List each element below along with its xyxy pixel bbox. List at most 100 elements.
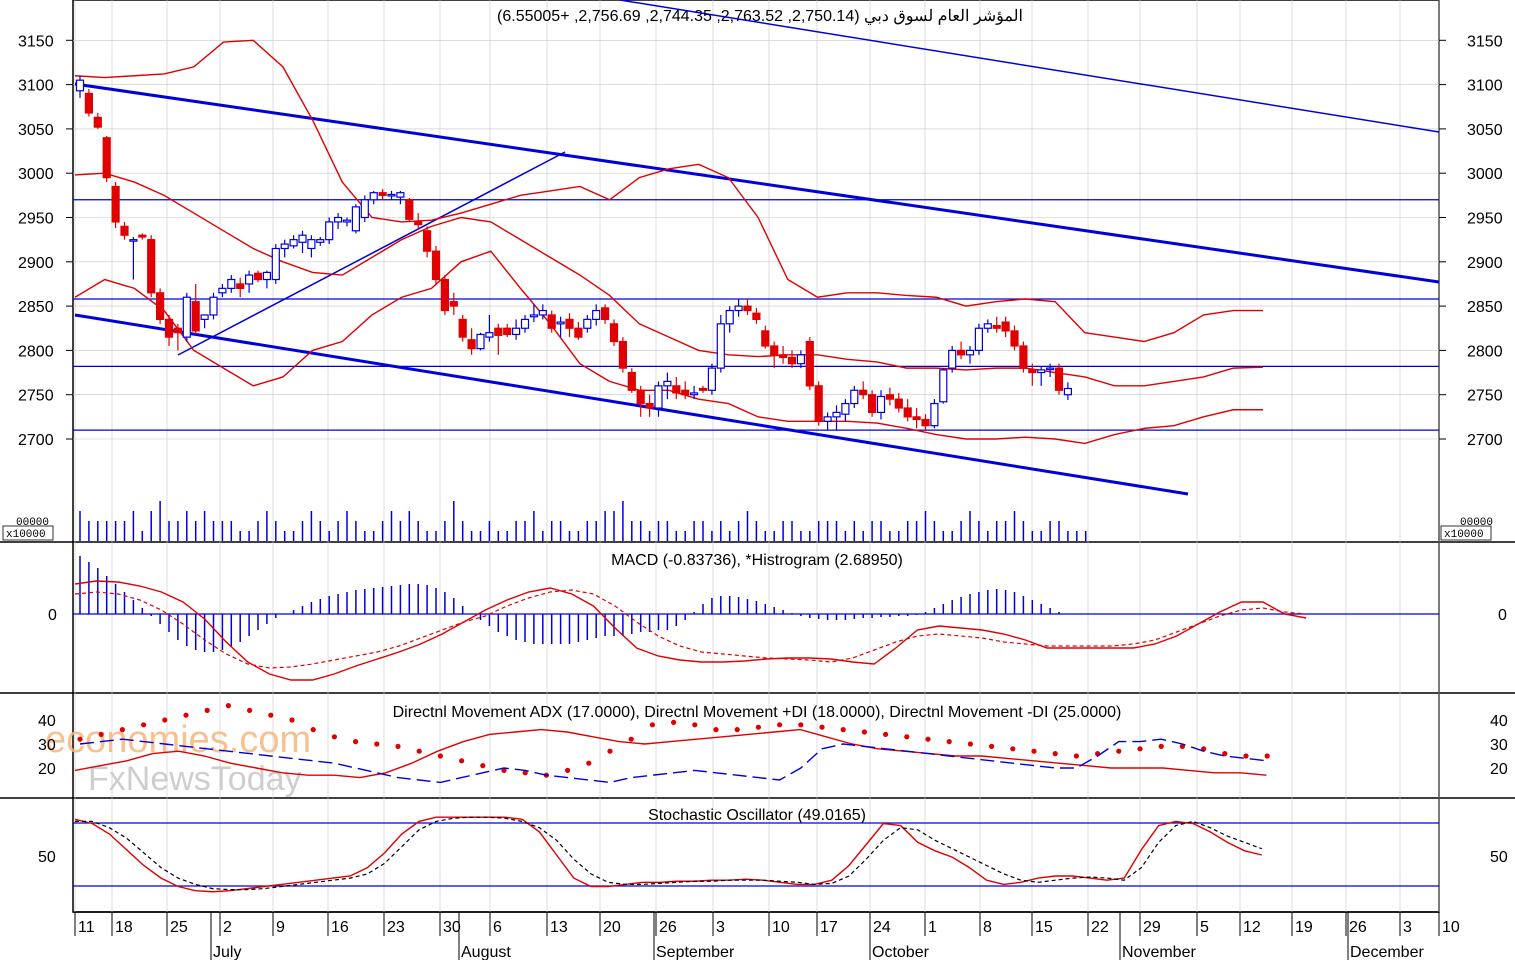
dmi-plus-di-point <box>1031 748 1037 754</box>
candle-body <box>672 385 681 394</box>
candle-body <box>325 221 334 241</box>
trendline-support-up <box>177 151 566 356</box>
candle-body <box>520 318 530 329</box>
price-tick-label: 3000 <box>1467 166 1503 183</box>
dmi-plus-di-point <box>1222 751 1228 757</box>
candle-body <box>503 327 512 336</box>
dmi-plus-di-point <box>989 743 995 750</box>
macd-zero-label-left: 0 <box>48 607 57 624</box>
dmi-plus-di-point <box>798 722 804 728</box>
day-tick-label: 15 <box>1035 919 1053 936</box>
candle-body <box>600 307 610 320</box>
day-tick-label: 9 <box>276 919 285 936</box>
day-tick-label: 26 <box>659 919 677 936</box>
ohlc-readout: (2,750.14, 2,763.52, 2,744.35, 2,756.69,… <box>497 8 860 25</box>
dmi-plus-di-point <box>586 760 592 766</box>
dmi-tick-label: 30 <box>1490 737 1508 754</box>
day-tick-label: 5 <box>1200 919 1209 936</box>
price-axis-right: 3150 3100 3050 3000 2950 2900 2850 2800 2750 2700 <box>1439 33 1503 449</box>
macd-line <box>74 580 1307 681</box>
candle-body <box>227 278 236 289</box>
price-tick-label: 2950 <box>18 211 54 228</box>
dmi-plus-di-point <box>141 722 147 728</box>
dmi-plus-di-point <box>1137 746 1143 752</box>
candle-body <box>627 371 636 391</box>
candle-body <box>948 349 957 369</box>
dmi-tick-label: 40 <box>38 713 56 730</box>
candle-body <box>832 411 841 418</box>
candle-body <box>271 247 280 281</box>
candle-body <box>707 367 717 391</box>
candle-body <box>93 116 102 128</box>
dmi-plus-di-point <box>840 727 846 733</box>
volume-unit-box-right <box>1440 525 1492 541</box>
dmi-minus-di-line <box>79 738 1268 784</box>
dmi-plus-di-point <box>925 736 931 742</box>
candle-body <box>129 239 138 242</box>
dmi-plus-di-point <box>713 727 719 733</box>
day-tick-label: 10 <box>772 919 790 936</box>
dmi-plus-di-point <box>607 748 613 754</box>
candle-body <box>120 225 129 236</box>
candle-body <box>236 283 245 289</box>
volume-unit-box-left <box>2 525 54 541</box>
candle-body <box>743 305 752 312</box>
candle-body <box>414 221 423 226</box>
volume-unit-left: x10000 <box>6 529 46 541</box>
candle-body <box>307 239 316 250</box>
day-tick-label: 3 <box>1403 919 1412 936</box>
dmi-plus-di-dots <box>77 703 1270 778</box>
candle-body <box>921 418 930 427</box>
day-tick-label: 16 <box>331 919 349 936</box>
price-tick-label: 2800 <box>18 343 54 360</box>
dmi-plus-di-point <box>268 712 274 718</box>
price-tick-label: 3000 <box>18 166 54 183</box>
price-tick-label: 3150 <box>1467 33 1503 50</box>
day-tick-label: 10 <box>1442 919 1460 936</box>
candle-body <box>894 398 903 409</box>
day-tick-label: 24 <box>873 919 891 936</box>
candle-body <box>859 389 868 396</box>
candle-body <box>405 199 414 220</box>
dmi-plus-di-point <box>162 717 168 723</box>
dmi-title: Directnl Movement ADX (17.0000), Directn… <box>393 704 1122 721</box>
month-label: September <box>656 944 735 960</box>
day-tick-label: 6 <box>493 919 502 936</box>
candle-body <box>734 305 743 312</box>
candle-body <box>111 185 120 223</box>
dmi-plus-di-point <box>416 748 422 754</box>
dmi-plus-di-point <box>459 758 465 764</box>
candle-body <box>992 324 1001 329</box>
stochastic-tick-left: 50 <box>38 849 56 866</box>
candlesticks <box>75 75 1073 431</box>
candle-body <box>974 327 984 351</box>
vertical-gridlines <box>74 0 1440 912</box>
candle-body <box>814 385 823 422</box>
dmi-plus-di-point <box>777 722 783 728</box>
candle-body <box>84 92 94 114</box>
candle-body <box>663 380 672 387</box>
volume-unit-right: x10000 <box>1444 529 1484 541</box>
price-tick-label: 2850 <box>1467 299 1503 316</box>
time-axis: 11 18 25 2 9 16 23 30 6 13 20 26 3 10 17 24 1 8 15 22 29 5 12 1… <box>74 912 1460 960</box>
candle-body <box>823 416 832 422</box>
dmi-plus-di-point <box>628 736 634 742</box>
macd-signal-line <box>74 589 1307 669</box>
price-tick-label: 3100 <box>18 78 54 95</box>
candle-body <box>147 239 156 294</box>
candle-body <box>939 369 948 403</box>
bollinger-upper-band <box>74 39 1263 343</box>
candle-body <box>752 312 761 320</box>
dmi-plus-di-point <box>331 734 337 740</box>
day-tick-label: 13 <box>550 919 568 936</box>
candle-body <box>930 402 939 427</box>
dmi-plus-di-point <box>1073 753 1079 759</box>
candle-body <box>903 407 912 418</box>
dmi-plus-di-point <box>1116 748 1122 754</box>
candle-body <box>494 327 503 336</box>
month-label: October <box>872 944 930 960</box>
candle-body <box>173 327 182 334</box>
candle-body <box>609 323 619 343</box>
day-tick-label: 11 <box>78 919 95 936</box>
